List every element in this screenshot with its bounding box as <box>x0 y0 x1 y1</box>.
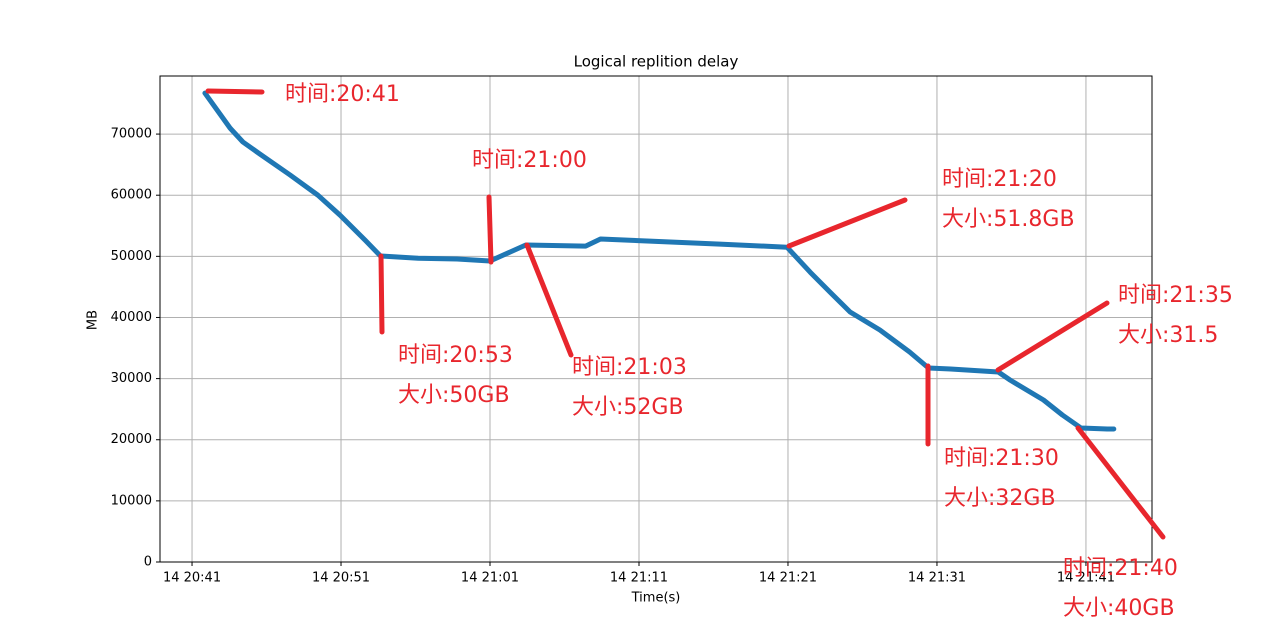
annotation: 时间:21:35 <box>1118 283 1233 308</box>
y-tick-label: 20000 <box>111 432 152 447</box>
annotation: 大小:31.5 <box>1118 323 1218 348</box>
x-tick-label: 14 21:21 <box>759 571 817 586</box>
annotation: 大小:52GB <box>572 395 684 420</box>
x-tick-label: 14 21:41 <box>1057 571 1115 586</box>
annotation: 大小:50GB <box>398 383 510 408</box>
x-tick-label: 14 21:31 <box>908 571 966 586</box>
data-line <box>202 90 1117 432</box>
annotation-line <box>995 300 1110 373</box>
annotation: 时间:20:53 <box>398 343 513 368</box>
annotations: 时间:20:41 时间:20:53 大小:50GB 时间:21:00 时间:21… <box>285 82 1233 621</box>
y-tick-label: 50000 <box>111 249 152 264</box>
annotation: 时间:21:20 <box>942 167 1057 192</box>
x-axis-label: Time(s) <box>631 591 681 606</box>
x-tick-label: 14 21:01 <box>461 571 519 586</box>
annotation: 大小:51.8GB <box>942 207 1075 232</box>
y-tick-label: 60000 <box>111 188 152 203</box>
annotation-line <box>524 242 574 358</box>
annotation: 时间:21:00 <box>472 148 587 173</box>
annotation-line <box>1075 425 1166 540</box>
x-tick-label: 14 20:51 <box>312 571 370 586</box>
annotation-line <box>205 88 265 95</box>
chart-title: Logical replition delay <box>574 53 739 71</box>
annotation-line <box>786 197 908 249</box>
annotation: 大小:40GB <box>1063 596 1175 621</box>
y-tick-label: 0 <box>144 555 152 570</box>
x-tick-label: 14 21:11 <box>610 571 668 586</box>
annotation-strokes <box>205 88 1166 540</box>
y-tick-label: 10000 <box>111 493 152 508</box>
plot-frame <box>159 75 1153 563</box>
annotation-line <box>378 253 385 335</box>
y-axis-label: MB <box>86 310 101 330</box>
annotation-line <box>486 194 494 265</box>
plot-area: 0 10000 20000 30000 40000 50000 60000 70000 14 2… <box>111 75 1153 586</box>
y-tick-label: 70000 <box>111 127 152 142</box>
x-tick-label: 14 20:41 <box>163 571 221 586</box>
annotation: 时间:21:03 <box>572 355 687 380</box>
annotation: 时间:20:41 <box>285 82 400 107</box>
y-tick-label: 30000 <box>111 371 152 386</box>
y-tick-label: 40000 <box>111 310 152 325</box>
annotation: 时间:21:40 <box>1063 556 1178 581</box>
annotation: 时间:21:30 <box>944 446 1059 471</box>
annotation: 大小:32GB <box>944 486 1056 511</box>
